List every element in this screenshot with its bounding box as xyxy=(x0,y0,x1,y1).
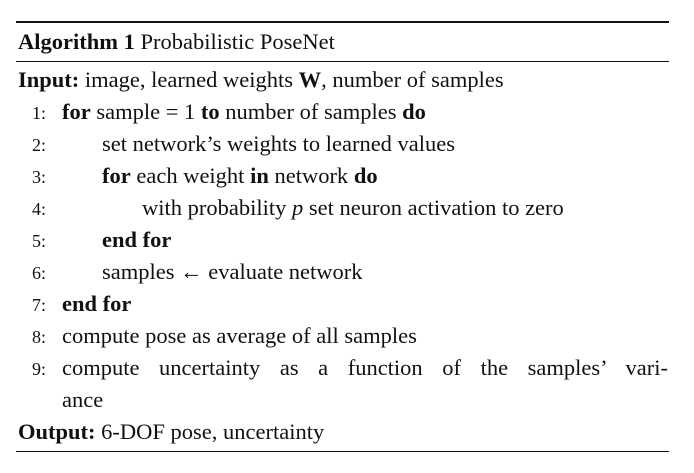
header-rule xyxy=(16,61,669,63)
algorithm-header: Algorithm 1 Probabilistic PoseNet xyxy=(18,28,335,56)
step-text: compute pose as average of all samples xyxy=(62,323,417,348)
step-number: 7: xyxy=(31,295,46,315)
step-1: for sample = 1 to number of samples do xyxy=(62,98,426,126)
output-keyword: Output: xyxy=(18,419,96,444)
step-8: compute pose as average of all samples xyxy=(62,322,417,350)
step-5: end for xyxy=(102,226,171,254)
step-text: with probability xyxy=(142,195,287,220)
input-text-before: image, learned weights xyxy=(84,67,293,92)
keyword-do: do xyxy=(402,99,426,124)
keyword-end-for: end for xyxy=(62,291,132,316)
step-3: for each weight in network do xyxy=(102,162,378,190)
keyword-for: for xyxy=(102,163,131,188)
step-number: 2: xyxy=(31,135,46,155)
step-text: number of samples xyxy=(225,99,397,124)
step-text: compute uncertainty as a function of the… xyxy=(62,355,668,380)
step-text: samples ← evaluate network xyxy=(102,259,363,284)
step-number: 9: xyxy=(31,359,46,379)
top-rule xyxy=(16,21,669,24)
weights-symbol: W xyxy=(298,67,322,92)
keyword-for: for xyxy=(62,99,91,124)
input-text-after: , number of samples xyxy=(321,67,504,92)
step-number: 3: xyxy=(31,167,46,187)
step-number: 5: xyxy=(31,231,46,251)
input-line: Input: image, learned weights W, number … xyxy=(18,66,504,94)
step-4: with probability p set neuron activation… xyxy=(142,194,564,222)
step-text: network xyxy=(274,163,349,188)
step-text: ance xyxy=(62,387,104,412)
step-text: set neuron activation to zero xyxy=(308,195,564,220)
step-7: end for xyxy=(62,290,131,318)
step-9-continuation: ance xyxy=(62,386,103,414)
keyword-end-for: end for xyxy=(102,227,172,252)
keyword-to: to xyxy=(200,99,220,124)
keyword-do: do xyxy=(353,163,378,188)
algorithm-block: Algorithm 1 Probabilistic PoseNet Input:… xyxy=(16,0,669,473)
step-text: set network’s weights to learned values xyxy=(102,131,456,156)
step-number: 8: xyxy=(31,327,46,347)
algorithm-label: Algorithm 1 xyxy=(18,29,135,54)
output-text: 6-DOF pose, uncertainty xyxy=(101,419,325,444)
step-text: sample = 1 xyxy=(96,99,196,124)
bottom-rule xyxy=(16,451,669,453)
step-number: 6: xyxy=(31,263,46,283)
step-number: 4: xyxy=(31,199,46,219)
step-number: 1: xyxy=(31,103,46,123)
keyword-in: in xyxy=(250,163,269,188)
probability-variable: p xyxy=(292,195,304,220)
algorithm-title: Probabilistic PoseNet xyxy=(140,29,335,54)
step-2: set network’s weights to learned values xyxy=(102,130,455,158)
input-keyword: Input: xyxy=(18,67,80,92)
output-line: Output: 6-DOF pose, uncertainty xyxy=(18,418,324,446)
step-text: each weight xyxy=(136,163,245,188)
step-6: samples ← evaluate network xyxy=(102,258,363,286)
